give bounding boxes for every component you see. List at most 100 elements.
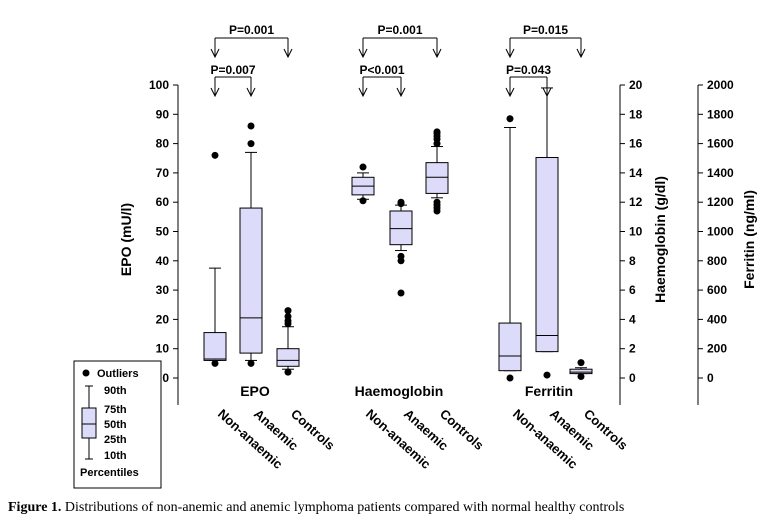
haemoglobin-tick-label: 14 [629,166,643,180]
epo-anaemic-outlier [247,359,255,367]
ferritin-tick-label: 200 [707,342,727,356]
caption-text: Distributions of non-anemic and anemic l… [64,500,625,515]
legend-75th-label: 75th [104,404,127,416]
epo-tick-label: 70 [156,166,170,180]
epo-tick-label: 10 [156,342,170,356]
epo-non-anaemic-outlier [211,359,219,367]
ferritin-tick-label: 1600 [707,137,734,151]
haemoglobin-tick-label: 10 [629,225,643,239]
epo-anaemic-box [239,207,263,354]
epo-tick-label: 0 [162,371,169,385]
haemoglobin-tick-label: 2 [629,342,636,356]
haemoglobin-comparison-1-arrow-head-1 [358,48,368,59]
legend-outlier-marker [82,369,90,377]
legend-25th-label: 25th [104,434,127,446]
ferritin-anaemic-box [535,157,559,353]
ferritin-anaemic-outlier [543,371,551,379]
ferritin-tick-label: 600 [707,283,727,297]
epo-tick-label: 60 [156,195,170,209]
legend-percentiles-label: Percentiles [80,467,139,479]
haemoglobin-tick-label: 20 [629,78,643,92]
epo-controls-outlier [284,307,292,315]
haemoglobin-comparison-2-arrow-head-1 [358,87,368,98]
ferritin-axis-label: Ferritin (ng/ml) [741,190,757,289]
haemoglobin-comparison-2-arrow-head-2 [396,87,406,98]
haemoglobin-tick-label: 16 [629,137,643,151]
epo-comparison-2-arrow-head-1 [210,87,220,98]
ferritin-tick-label: 1000 [707,225,734,239]
epo-controls-box [276,348,300,367]
caption-label: Figure 1. [8,500,62,515]
haemoglobin-controls-outlier [433,128,441,136]
haemoglobin-axis-label: Haemoglobin (g/dl) [652,176,668,303]
ferritin-tick-label: 2000 [707,78,734,92]
legend-50th-label: 50th [104,419,127,431]
legend-90th-label: 90th [104,385,127,397]
epo-tick-label: 90 [156,107,170,121]
ferritin-non-anaemic-category-label: Non-anaemic [510,406,581,472]
haemoglobin-tick-label: 12 [629,195,643,209]
haemoglobin-tick-label: 18 [629,107,643,121]
epo-non-anaemic-outlier [211,151,219,159]
ferritin-tick-label: 1400 [707,166,734,180]
haemoglobin-controls-box [425,162,449,194]
ferritin-controls-box [569,368,593,375]
haemoglobin-tick-label: 0 [629,371,636,385]
ferritin-tick-label: 1200 [707,195,734,209]
epo-tick-label: 50 [156,225,170,239]
plot-area: 0 10 20 30 40 50 60 70 80 90 100 EPO (mU/l) 0 2 4 6 8 10 1… [118,23,757,472]
haemoglobin-controls-outlier [433,198,441,206]
haemoglobin-comparison-1-p-value: P=0.001 [377,23,422,37]
ferritin-comparison-1-arrow-head-2 [576,48,586,59]
haemoglobin-non-anaemic-outlier [359,197,367,205]
epo-tick-label: 80 [156,137,170,151]
ferritin-controls-outlier [577,359,585,367]
box-plot-figure: 0 10 20 30 40 50 60 70 80 90 100 EPO (mU/l) 0 2 4 6 8 10 1… [73,23,757,489]
epo-comparison-1-p-value: P=0.001 [229,23,274,37]
ferritin-comparison-1-arrow-head-1 [505,48,515,59]
epo-comparison-2-arrow-head-2 [246,87,256,98]
epo-comparison-1-arrow-head-2 [283,48,293,59]
epo-tick-label: 40 [156,254,170,268]
epo-comparison-2-p-value: P=0.007 [210,63,255,77]
epo-comparison-1-arrow-head-1 [210,48,220,59]
epo-non-anaemic-box [203,332,227,361]
haemoglobin-tick-label: 6 [629,283,636,297]
epo-controls-outlier [284,368,292,376]
ferritin-non-anaemic-box [498,322,522,372]
ferritin-tick-label: 1800 [707,107,734,121]
epo-tick-label: 30 [156,283,170,297]
haemoglobin-tick-label: 8 [629,254,636,268]
haemoglobin-anaemic-outlier [397,198,405,206]
epo-group-label: EPO [240,383,270,399]
ferritin-controls-outlier [577,373,585,381]
haemoglobin-comparison-1-arrow-head-2 [432,48,442,59]
legend-box [81,407,97,439]
ferritin-comparison-2-p-value: P=0.043 [506,63,551,77]
epo-tick-label: 100 [149,78,169,92]
legend: Outliers 90th 75th 50th 25th 10th Percen… [73,360,162,489]
epo-tick-label: 20 [156,312,170,326]
epo-controls-outlier [284,312,292,320]
ferritin-non-anaemic-outlier [506,374,514,382]
ferritin-group-label: Ferritin [525,383,573,399]
haemoglobin-comparison-2-p-value: P<0.001 [359,63,404,77]
ferritin-comparison-2-arrow-head-2 [542,87,552,98]
haemoglobin-group-label: Haemoglobin [355,383,444,399]
ferritin-tick-label: 800 [707,254,727,268]
ferritin-comparison-2-arrow-head-1 [505,87,515,98]
ferritin-tick-label: 400 [707,312,727,326]
epo-anaemic-outlier [247,140,255,148]
haemoglobin-anaemic-outlier [397,289,405,297]
ferritin-comparison-1-p-value: P=0.015 [523,23,568,37]
epo-axis-label: EPO (mU/l) [118,203,134,276]
epo-non-anaemic-category-label: Non-anaemic [215,406,286,472]
haemoglobin-anaemic-outlier [397,252,405,260]
legend-outliers-label: Outliers [97,368,139,380]
haemoglobin-tick-label: 4 [629,312,636,326]
figure-caption: Figure 1. Distributions of non-anemic an… [8,500,768,516]
legend-10th-label: 10th [104,450,127,462]
ferritin-non-anaemic-outlier [506,115,514,123]
haemoglobin-non-anaemic-outlier [359,163,367,171]
epo-anaemic-outlier [247,122,255,130]
